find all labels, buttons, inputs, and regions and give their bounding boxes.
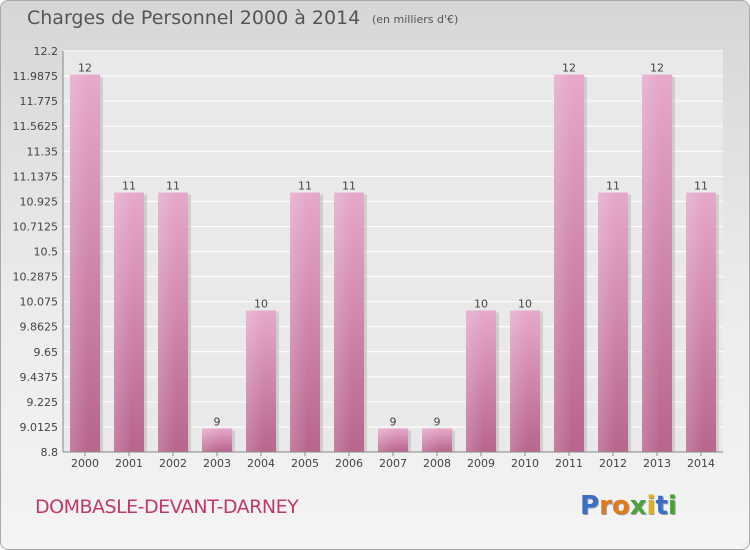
bar-highlight <box>202 428 220 452</box>
y-tick-label: 10.7125 <box>13 220 59 233</box>
x-tick-label: 2005 <box>291 457 319 470</box>
commune-name: DOMBASLE-DEVANT-DARNEY <box>35 496 299 518</box>
bar-value-label: 9 <box>390 415 397 428</box>
y-tick-label: 9.225 <box>27 396 59 409</box>
proxiti-logo: Proxiti <box>580 491 677 521</box>
x-tick-label: 2012 <box>599 457 627 470</box>
bar-highlight <box>114 192 132 452</box>
x-tick-label: 2006 <box>335 457 363 470</box>
chart-unit: (en milliers d'€) <box>372 13 459 26</box>
x-tick-label: 2007 <box>379 457 407 470</box>
bar-value-label: 10 <box>254 297 268 310</box>
bar-highlight <box>158 192 176 452</box>
bar-value-label: 11 <box>166 180 180 193</box>
bar-value-label: 11 <box>122 180 136 193</box>
bar-value-label: 9 <box>214 415 221 428</box>
bar-highlight <box>290 192 308 452</box>
x-tick-label: 2014 <box>687 457 715 470</box>
bar-value-label: 11 <box>298 180 312 193</box>
bar-value-label: 10 <box>518 297 532 310</box>
bar-highlight <box>686 192 704 452</box>
x-tick-label: 2001 <box>115 457 143 470</box>
x-tick-label: 2004 <box>247 457 275 470</box>
bar-highlight <box>642 74 660 453</box>
bar-highlight <box>378 428 396 452</box>
bar-highlight <box>510 310 528 452</box>
x-tick-label: 2009 <box>467 457 495 470</box>
bar-value-label: 9 <box>434 415 441 428</box>
x-tick-label: 2010 <box>511 457 539 470</box>
logo-letter: o <box>611 491 630 521</box>
bar-value-label: 11 <box>606 180 620 193</box>
bar-highlight <box>466 310 484 452</box>
y-tick-label: 10.925 <box>20 195 59 208</box>
bar-value-label: 11 <box>342 180 356 193</box>
y-tick-label: 9.0125 <box>20 421 59 434</box>
bar-value-label: 12 <box>650 62 664 75</box>
y-tick-label: 8.8 <box>41 446 59 459</box>
y-tick-label: 10.5 <box>34 246 59 259</box>
bar-highlight <box>422 428 440 452</box>
y-tick-label: 11.9875 <box>13 70 59 83</box>
bar-highlight <box>598 192 616 452</box>
bar-highlight <box>246 310 264 452</box>
x-tick-label: 2002 <box>159 457 187 470</box>
x-tick-label: 2008 <box>423 457 451 470</box>
y-tick-label: 9.4375 <box>20 371 59 384</box>
y-tick-label: 11.775 <box>20 95 59 108</box>
logo-letter: t <box>655 491 668 521</box>
y-tick-label: 12.2 <box>34 45 59 58</box>
x-tick-label: 2013 <box>643 457 671 470</box>
y-tick-label: 9.65 <box>34 346 59 359</box>
bar-highlight <box>70 74 88 453</box>
bar-value-label: 12 <box>78 62 92 75</box>
logo-letter: P <box>580 491 600 521</box>
y-tick-label: 11.5625 <box>13 120 59 133</box>
logo-letter: r <box>599 491 612 521</box>
bar-value-label: 11 <box>694 180 708 193</box>
x-tick-label: 2000 <box>71 457 99 470</box>
chart-title: Charges de Personnel 2000 à 2014 <box>27 7 361 29</box>
y-tick-label: 11.1375 <box>13 170 59 183</box>
bar-layer <box>70 74 719 453</box>
logo-letter: x <box>629 491 647 521</box>
x-tick-label: 2003 <box>203 457 231 470</box>
x-tick-label: 2011 <box>555 457 583 470</box>
y-tick-label: 9.8625 <box>20 321 59 334</box>
logo-letter: i <box>646 491 656 521</box>
bar-value-label: 10 <box>474 297 488 310</box>
y-tick-label: 11.35 <box>27 145 59 158</box>
y-tick-label: 10.2875 <box>13 271 59 284</box>
bar-highlight <box>554 74 572 453</box>
axis-layer: 12.2 11.9875 11.775 11.5625 11.35 11.1375 10.9… <box>13 45 723 470</box>
bar-value-label: 12 <box>562 62 576 75</box>
bar-highlight <box>334 192 352 452</box>
logo-letter: i <box>667 491 677 521</box>
y-tick-label: 10.075 <box>20 296 59 309</box>
